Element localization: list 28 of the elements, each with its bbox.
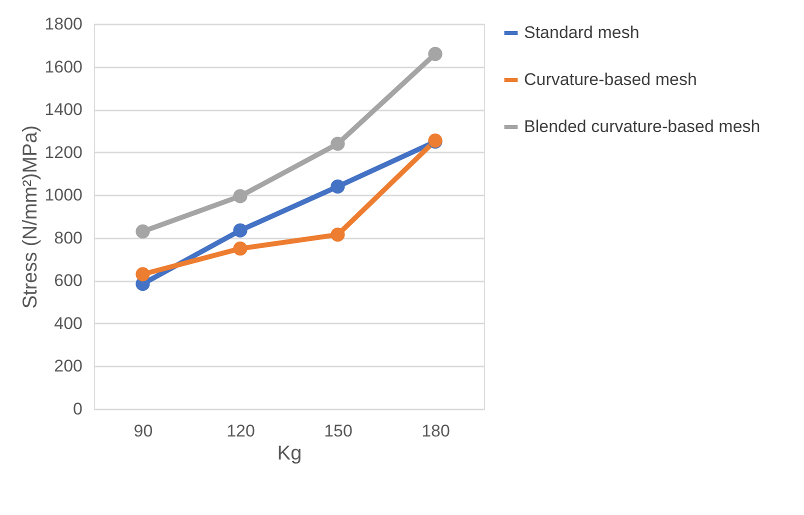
x-tick-label: 90 <box>134 422 153 440</box>
point <box>233 242 248 256</box>
y-tick-label: 1600 <box>44 57 82 76</box>
y-tick-label: 1800 <box>44 14 82 34</box>
point <box>136 224 150 239</box>
point <box>233 223 248 238</box>
x-tick-label: 150 <box>324 422 352 440</box>
y-tick-label: 1400 <box>44 100 82 120</box>
x-tick-label: 180 <box>422 422 450 440</box>
y-tick-label: 0 <box>73 400 82 418</box>
y-tick-label: 800 <box>54 228 82 248</box>
y-tick-label: 1200 <box>44 142 82 162</box>
point <box>330 228 345 242</box>
point <box>233 189 248 204</box>
point <box>330 180 345 194</box>
x-axis-title: Kg <box>277 442 302 464</box>
y-tick-label: 400 <box>54 314 82 333</box>
point <box>428 46 442 61</box>
x-tick-label: 120 <box>226 422 255 440</box>
y-axis-title: Stress (N/mm²)MPa) <box>20 125 42 309</box>
y-tick-label: 200 <box>54 356 82 376</box>
legend-label: Blended curvature-based mesh <box>524 117 760 136</box>
point <box>136 267 150 282</box>
legend-label: Standard mesh <box>524 23 640 42</box>
y-tick-label: 1000 <box>44 186 82 205</box>
legend-label: Curvature-based mesh <box>524 70 697 89</box>
y-tick-label: 600 <box>54 271 82 290</box>
point <box>330 136 345 151</box>
